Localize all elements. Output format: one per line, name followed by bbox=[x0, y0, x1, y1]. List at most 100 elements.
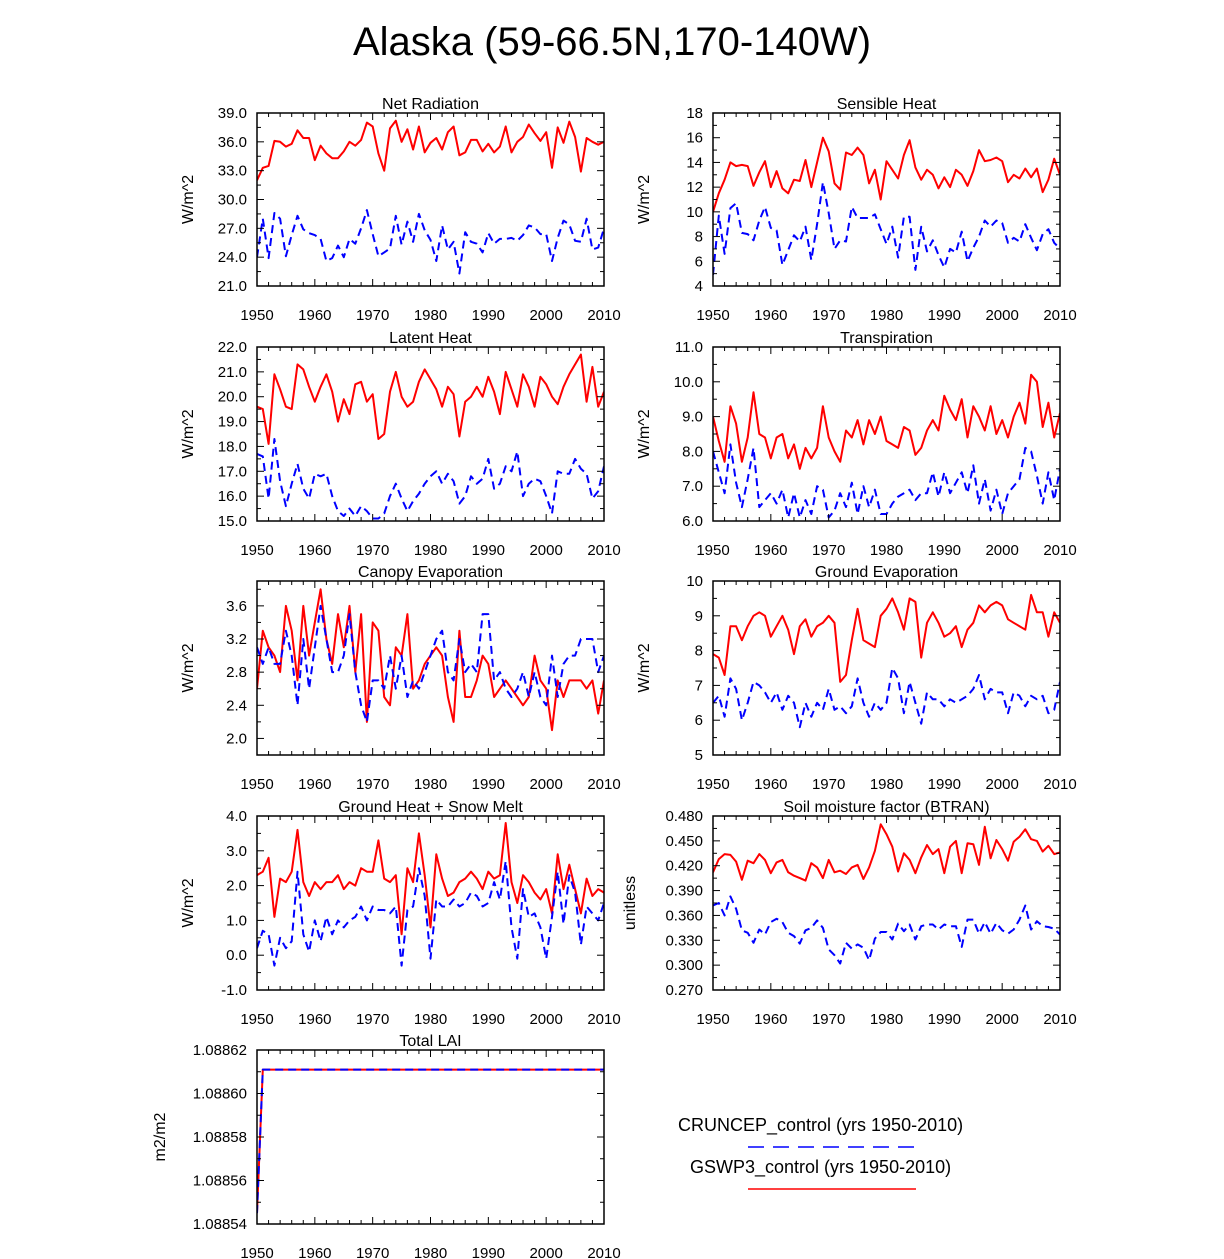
y-axis-label: W/m^2 bbox=[636, 409, 653, 458]
x-tick-label: 1990 bbox=[472, 1011, 505, 1028]
plot-frame bbox=[256, 1049, 605, 1225]
y-tick-label: -1.0 bbox=[221, 982, 247, 999]
x-tick-label: 2010 bbox=[1043, 307, 1076, 324]
y-tick-label: 1.08862 bbox=[193, 1042, 247, 1059]
y-tick-label: 19.0 bbox=[218, 414, 247, 431]
x-tick-label: 1970 bbox=[356, 307, 389, 324]
x-tick-label: 2000 bbox=[529, 307, 562, 324]
x-tick-label: 2000 bbox=[529, 776, 562, 793]
x-tick-label: 1960 bbox=[298, 307, 331, 324]
y-tick-label: 11.0 bbox=[675, 339, 703, 356]
y-tick-label: 1.08854 bbox=[193, 1216, 247, 1233]
x-tick-label: 1950 bbox=[696, 1011, 729, 1028]
x-tick-label: 2010 bbox=[587, 307, 620, 324]
y-tick-label: 0.300 bbox=[665, 957, 703, 974]
x-tick-label: 1960 bbox=[754, 776, 787, 793]
y-tick-label: 17.0 bbox=[218, 463, 247, 480]
x-tick-label: 1980 bbox=[414, 1245, 447, 1259]
y-tick-label: 15.0 bbox=[218, 513, 247, 530]
y-tick-label: 1.0 bbox=[226, 912, 247, 929]
panel-canopy-evaporation: 1950 1960 1970 1980 1990 2000 2010 2.0 2.4 2.8 3.2… bbox=[180, 564, 621, 793]
y-tick-label: 8.0 bbox=[682, 443, 703, 460]
panel-soil-moisture-factor-btran: 1950 1960 1970 1980 1990 2000 2010 0.270 0.300 0.… bbox=[622, 799, 1077, 1028]
y-tick-label: 3.6 bbox=[226, 598, 247, 615]
y-tick-label: 6 bbox=[695, 712, 703, 729]
y-tick-label: 4.0 bbox=[226, 808, 247, 825]
y-tick-label: 16 bbox=[686, 130, 703, 147]
panel-sensible-heat: 1950 1960 1970 1980 1990 2000 2010 4 6 8 10 12 14 16 1… bbox=[636, 96, 1077, 324]
series-line-gswp3-control bbox=[257, 1068, 604, 1214]
y-tick-label: 39.0 bbox=[218, 105, 247, 122]
y-tick-label: 3.0 bbox=[226, 843, 247, 860]
panel-title: Soil moisture factor (BTRAN) bbox=[783, 799, 989, 816]
x-tick-label: 1950 bbox=[240, 776, 273, 793]
y-axis-label: W/m^2 bbox=[636, 643, 653, 692]
x-tick-label: 1970 bbox=[812, 1011, 845, 1028]
figure-title: Alaska (59-66.5N,170-140W) bbox=[352, 20, 872, 64]
panel-total-lai: 1950 1960 1970 1980 1990 2000 2010 1.08854 1.088… bbox=[152, 1033, 621, 1259]
y-tick-label: 18 bbox=[686, 105, 703, 122]
y-tick-label: 0.270 bbox=[665, 982, 703, 999]
x-tick-label: 1990 bbox=[928, 542, 961, 559]
y-tick-label: 10 bbox=[686, 204, 703, 221]
y-tick-label: 10 bbox=[686, 573, 703, 590]
x-tick-label: 2010 bbox=[1043, 542, 1076, 559]
y-tick-label: 7 bbox=[695, 677, 703, 694]
x-tick-label: 1950 bbox=[696, 307, 729, 324]
x-tick-label: 2010 bbox=[587, 1011, 620, 1028]
series-line-cruncep-control bbox=[713, 181, 1060, 275]
panel-net-radiation: 1950 1960 1970 1980 1990 2000 2010 21.0 24.0 27.0… bbox=[180, 96, 621, 324]
x-tick-label: 1980 bbox=[414, 542, 447, 559]
x-tick-label: 1980 bbox=[414, 307, 447, 324]
x-tick-label: 1980 bbox=[870, 1011, 903, 1028]
y-tick-label: 8 bbox=[695, 643, 703, 660]
panel-latent-heat: 1950 1960 1970 1980 1990 2000 2010 15.0 16.0 17.0… bbox=[180, 330, 621, 559]
y-tick-label: 6 bbox=[695, 253, 703, 270]
x-tick-label: 1990 bbox=[472, 542, 505, 559]
y-tick-label: 2.0 bbox=[226, 878, 247, 895]
series-line-gswp3-control bbox=[713, 593, 1060, 683]
y-tick-label: 24.0 bbox=[218, 249, 247, 266]
x-tick-label: 1980 bbox=[870, 307, 903, 324]
y-axis-label: unitless bbox=[622, 876, 639, 930]
x-tick-label: 1960 bbox=[754, 1011, 787, 1028]
y-tick-label: 18.0 bbox=[218, 438, 247, 455]
x-tick-label: 1960 bbox=[298, 542, 331, 559]
y-tick-label: 4 bbox=[695, 278, 703, 295]
y-tick-label: 0.450 bbox=[665, 833, 703, 850]
x-tick-label: 2010 bbox=[587, 776, 620, 793]
y-tick-label: 1.08858 bbox=[193, 1129, 247, 1146]
y-axis-label: W/m^2 bbox=[180, 409, 197, 458]
plot-frame bbox=[712, 815, 1061, 991]
legend-label-gswp3: GSWP3_control (yrs 1950-2010) bbox=[690, 1157, 952, 1177]
y-tick-label: 20.0 bbox=[218, 389, 247, 406]
series-line-gswp3-control bbox=[257, 822, 604, 936]
x-tick-label: 1970 bbox=[812, 776, 845, 793]
y-tick-label: 0.390 bbox=[665, 883, 703, 900]
y-tick-label: 21.0 bbox=[218, 278, 247, 295]
y-tick-label: 9 bbox=[695, 608, 703, 625]
x-tick-label: 2000 bbox=[529, 542, 562, 559]
y-tick-label: 0.330 bbox=[665, 932, 703, 949]
series-line-cruncep-control bbox=[257, 209, 604, 275]
x-tick-label: 1950 bbox=[696, 542, 729, 559]
x-tick-label: 1960 bbox=[298, 1011, 331, 1028]
x-tick-label: 1990 bbox=[928, 776, 961, 793]
x-tick-label: 1950 bbox=[240, 1245, 273, 1259]
series-line-gswp3-control bbox=[713, 136, 1060, 213]
y-tick-label: 3.2 bbox=[226, 631, 247, 648]
y-tick-label: 6.0 bbox=[682, 513, 703, 530]
x-tick-label: 1970 bbox=[812, 307, 845, 324]
series-line-cruncep-control bbox=[257, 860, 604, 967]
x-tick-label: 2000 bbox=[985, 542, 1018, 559]
panel-title: Transpiration bbox=[840, 330, 933, 347]
plot-frame bbox=[256, 815, 605, 991]
panel-title: Total LAI bbox=[399, 1033, 461, 1050]
x-tick-label: 1970 bbox=[356, 1011, 389, 1028]
y-tick-label: 0.420 bbox=[665, 858, 703, 875]
x-tick-label: 1980 bbox=[414, 1011, 447, 1028]
panel-title: Sensible Heat bbox=[837, 96, 937, 113]
panel-title: Latent Heat bbox=[389, 330, 472, 347]
